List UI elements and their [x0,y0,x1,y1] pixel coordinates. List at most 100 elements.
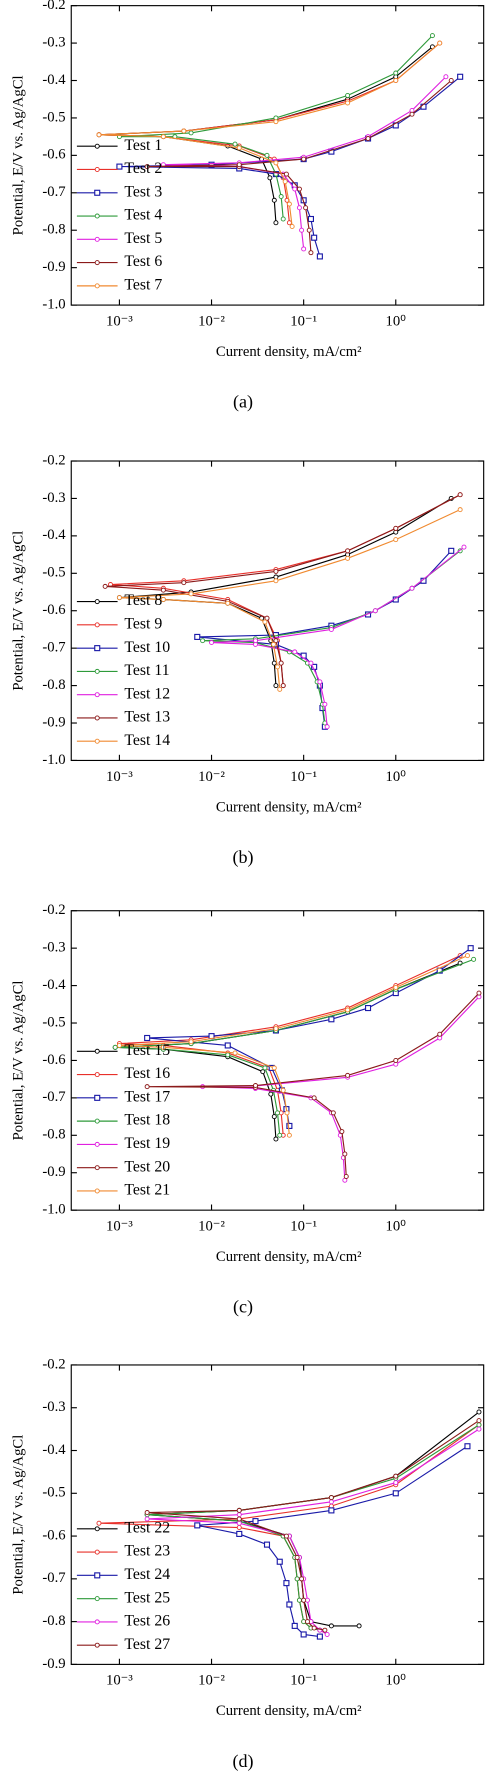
marker [343,1173,349,1179]
marker [372,608,378,614]
legend-marker [94,1094,101,1101]
legend-label: Test 2 [124,160,162,177]
legend-label: Test 14 [124,732,170,749]
marker [270,641,276,647]
marker [253,1083,258,1089]
legend-label: Test 19 [124,1135,170,1152]
marker [268,1091,274,1097]
marker [393,70,399,76]
legend-label: Test 7 [124,276,162,293]
y-tick-label: -0.2 [42,452,65,468]
panel: -0.2 -0.3 -0.4 -0.5 -0.6 -0.7 -0.8 -0.9 -1.0 10⁻³… [11,452,485,868]
marker [457,73,464,80]
marker [328,1499,334,1505]
marker [296,186,302,192]
marker [283,171,289,177]
y-tick-label: -1.0 [42,752,65,768]
y-tick-label: -0.9 [42,714,65,730]
marker [273,578,279,584]
y-tick-label: -0.4 [42,977,66,993]
marker [429,33,435,39]
y-axis-title: Potential, E/V vs. Ag/AgCl [11,75,27,235]
marker [116,163,123,170]
marker [160,597,166,602]
y-tick-label: -0.6 [42,147,65,163]
panel: -0.2 -0.3 -0.4 -0.5 -0.6 -0.7 -0.8 -0.9 -1.0 10⁻³… [11,0,485,413]
marker [296,1597,302,1603]
marker [188,1039,194,1045]
y-tick-label: -0.8 [42,222,65,238]
marker [393,1480,399,1486]
marker [284,1110,290,1116]
x-axis-title: Current density, mA/cm² [216,1703,362,1719]
series-line [147,1428,480,1635]
marker [328,1016,335,1023]
marker [209,640,215,646]
y-tick-label: -0.3 [42,490,65,506]
marker [311,1625,317,1631]
marker [286,1132,292,1138]
legend-label: Test 6 [124,253,162,270]
legend-marker [94,715,100,721]
marker [200,638,206,644]
legend-marker [94,213,100,219]
marker [303,205,309,211]
marker [275,664,280,670]
x-tick-label: 10⁰ [385,313,406,329]
panel-label: (a) [233,392,253,413]
marker [393,984,399,990]
x-tick-label: 10⁰ [385,1218,406,1234]
marker [457,507,463,513]
panel-label: (c) [233,1297,253,1318]
marker [232,1050,238,1056]
marker [324,1631,330,1637]
marker [283,1580,290,1587]
legend-label: Test 15 [124,1042,170,1059]
y-tick-label: -1.0 [42,296,65,312]
marker [112,1044,118,1050]
series-line [119,35,433,220]
marker [236,1520,242,1526]
series-line [197,1445,468,1638]
marker [160,1044,166,1050]
y-tick-label: -0.7 [42,1089,65,1105]
legend-marker [94,1188,100,1194]
legend-marker [94,668,100,674]
x-tick-label: 10⁰ [385,1673,406,1689]
marker [345,555,351,561]
legend-label: Test 11 [124,662,169,679]
marker [276,1558,283,1565]
legend-label: Test 10 [124,639,170,656]
y-tick-label: -0.4 [42,527,66,543]
y-tick-label: -0.3 [42,940,65,956]
marker [144,1084,150,1090]
marker [96,132,102,138]
marker [286,1122,293,1129]
marker [236,1525,242,1530]
legend-marker [94,189,101,196]
marker [263,1541,271,1548]
legend-marker [94,1141,100,1147]
marker [144,1516,150,1522]
marker [299,1576,305,1582]
marker [457,492,463,498]
marker [236,1507,242,1513]
marker [283,1533,289,1539]
panel: -0.2 -0.3 -0.4 -0.5 -0.6 -0.7 -0.8 -0.9 -1.0 10⁻³… [11,902,485,1318]
marker [296,205,302,211]
legend-marker [94,645,101,652]
marker [225,1052,231,1058]
marker [464,1443,471,1450]
marker [443,74,449,80]
legend-label: Test 1 [124,137,162,154]
marker [392,1490,399,1497]
x-tick-label: 10⁰ [385,769,406,785]
panel-label: (b) [232,847,253,868]
marker [236,162,242,168]
marker [311,1095,317,1101]
marker [328,1495,334,1501]
marker [116,1042,122,1048]
y-tick-label: -0.9 [42,1656,65,1672]
legend-label: Test 20 [124,1158,170,1175]
legend-label: Test 24 [124,1566,170,1583]
